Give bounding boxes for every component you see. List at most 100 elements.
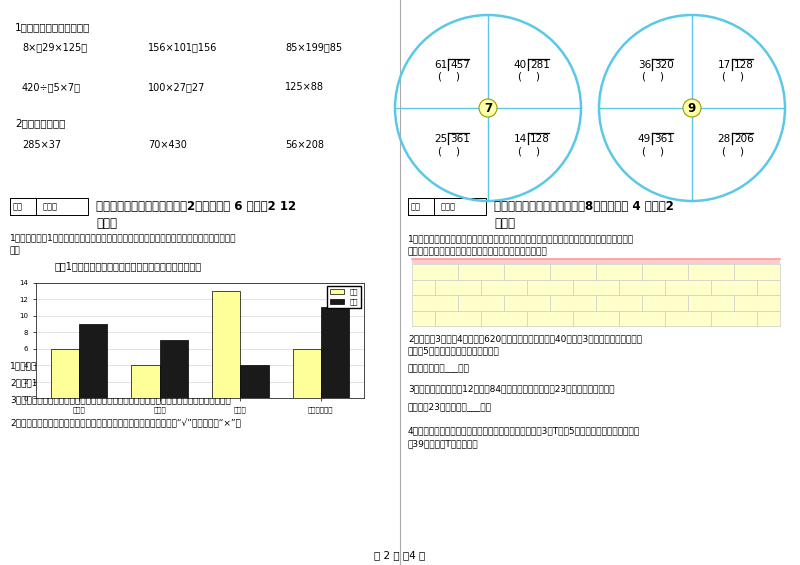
- Text: 49: 49: [638, 134, 651, 144]
- Text: 125×88: 125×88: [285, 82, 324, 92]
- Text: 六、应用知识，解决问题（共8小题，每题 4 分，关2: 六、应用知识，解决问题（共8小题，每题 4 分，关2: [494, 200, 674, 213]
- Bar: [412, 295, 458, 311]
- Text: 3、由图可以看出，哪项活动男、女生的人数相差最多？哪项活动男、女生的人数相差最少？: 3、由图可以看出，哪项活动男、女生的人数相差最多？哪项活动男、女生的人数相差最少…: [10, 395, 230, 404]
- Bar: [734, 264, 780, 280]
- Text: 420÷（5×7）: 420÷（5×7）: [22, 82, 81, 92]
- Bar: [688, 264, 734, 280]
- Bar: [79, 324, 107, 398]
- Text: 8×（29×125）: 8×（29×125）: [22, 42, 87, 52]
- Text: 361: 361: [654, 134, 674, 144]
- Text: 17: 17: [718, 60, 731, 70]
- Text: 457: 457: [450, 60, 470, 70]
- Text: 25: 25: [434, 134, 447, 144]
- Text: 1、建筑工人在砂墙时会在墙的两头分别固定两枚钉子，然后在钉子之间拉一条绳子，做出一条: 1、建筑工人在砂墙时会在墙的两头分别固定两枚钉子，然后在钉子之间拉一条绳子，做出…: [408, 234, 634, 243]
- Text: (: (: [641, 146, 645, 156]
- Bar: [481, 311, 527, 326]
- Bar: [757, 280, 780, 295]
- Text: (: (: [517, 146, 521, 156]
- Text: 14: 14: [514, 134, 527, 144]
- Text: 70×430: 70×430: [148, 140, 187, 150]
- Text: 7: 7: [484, 102, 492, 115]
- Circle shape: [683, 99, 701, 117]
- Text: 320: 320: [654, 60, 674, 70]
- Text: 1、用你喜欢的方法计算。: 1、用你喜欢的方法计算。: [15, 22, 90, 32]
- Text: 2、四（1）班共有多少人？: 2、四（1）班共有多少人？: [10, 378, 81, 387]
- Text: (: (: [437, 146, 441, 156]
- Text: 281: 281: [530, 60, 550, 70]
- Text: 100×27－27: 100×27－27: [148, 82, 206, 92]
- Bar: [435, 280, 481, 295]
- Text: ): ): [455, 72, 459, 82]
- Circle shape: [479, 99, 497, 117]
- Text: ): ): [739, 72, 743, 82]
- Bar: [527, 280, 573, 295]
- Text: 1、下面是四（1）班同学从下午放学后到晚饭前的活动情况统计图，根据统计图回答下面的问: 1、下面是四（1）班同学从下午放学后到晚饭前的活动情况统计图，根据统计图回答下面…: [10, 233, 237, 242]
- Bar: [212, 291, 240, 398]
- Bar: [458, 295, 504, 311]
- Text: 题。: 题。: [10, 246, 21, 255]
- Text: 28: 28: [718, 134, 731, 144]
- Text: 128: 128: [734, 60, 754, 70]
- Text: 五、认真思考，综合能力（共2小题，每题 6 分，共2 12: 五、认真思考，综合能力（共2小题，每题 6 分，共2 12: [96, 200, 296, 213]
- Text: 得分: 得分: [411, 202, 421, 211]
- Text: 9: 9: [688, 102, 696, 115]
- Bar: [458, 264, 504, 280]
- Bar: [757, 311, 780, 326]
- Text: 答：小东23天一共能看___页。: 答：小东23天一共能看___页。: [408, 402, 492, 411]
- Text: 56×208: 56×208: [285, 140, 324, 150]
- Bar: [481, 280, 527, 295]
- Bar: [412, 264, 458, 280]
- Text: ): ): [739, 146, 743, 156]
- Bar: [711, 311, 757, 326]
- Text: (: (: [517, 72, 521, 82]
- Bar: [734, 295, 780, 311]
- Bar: [412, 280, 435, 295]
- Bar: [408, 198, 486, 215]
- Text: ): ): [455, 146, 459, 156]
- Bar: [321, 307, 349, 398]
- Text: 61: 61: [434, 60, 447, 70]
- Text: 36: 36: [638, 60, 651, 70]
- Text: 285×37: 285×37: [22, 140, 61, 150]
- Bar: [596, 295, 642, 311]
- Text: 分）。: 分）。: [494, 217, 515, 230]
- Text: 袃39元，每件T恤多少元？: 袃39元，每件T恤多少元？: [408, 439, 478, 448]
- Text: 3、小东看一本故事书12天看硈84页，照这样计算，小东23天一共能看多少页？: 3、小东看一本故事书12天看硈84页，照这样计算，小东23天一共能看多少页？: [408, 384, 614, 393]
- Text: 206: 206: [734, 134, 754, 144]
- Text: 2、下面大圆里每个算式的商是否与小圆里的相同？相同的在括号内画“√”，不同的画“×”。: 2、下面大圆里每个算式的商是否与小圆里的相同？相同的在括号内画“√”，不同的画“…: [10, 419, 241, 428]
- Bar: [10, 198, 88, 215]
- Text: 得分: 得分: [13, 202, 23, 211]
- Bar: [665, 311, 711, 326]
- Text: (: (: [721, 72, 725, 82]
- Text: ): ): [535, 146, 539, 156]
- Text: (: (: [721, 146, 725, 156]
- Text: 评卷人: 评卷人: [43, 202, 58, 211]
- Bar: [412, 259, 780, 264]
- Bar: [293, 349, 321, 398]
- Bar: [573, 311, 619, 326]
- Text: 4、六一儿童节，王老师为小朋友购买演出用的服装，却3件T恤和5件短裤的錢同样多，每件短: 4、六一儿童节，王老师为小朋友购买演出用的服装，却3件T恤和5件短裤的錢同样多，…: [408, 426, 640, 435]
- Bar: [665, 280, 711, 295]
- Text: 四（1）班同学从下午放学后到晚饭前的活动情况统计图: 四（1）班同学从下午放学后到晚饭前的活动情况统计图: [55, 261, 202, 271]
- Text: 361: 361: [450, 134, 470, 144]
- Bar: [160, 340, 188, 398]
- Text: 2、某小学3年级和4年级要给620棵树浇水，年级每天浇40棵，浇3天年级剩下的由四年级: 2、某小学3年级和4年级要给620棵树浇水，年级每天浇40棵，浇3天年级剩下的由…: [408, 334, 642, 343]
- Bar: [573, 280, 619, 295]
- Text: ): ): [535, 72, 539, 82]
- Bar: [412, 311, 435, 326]
- Text: ): ): [659, 146, 663, 156]
- Bar: [642, 264, 688, 280]
- Bar: [10, 198, 36, 215]
- Text: ): ): [659, 72, 663, 82]
- Bar: [408, 198, 434, 215]
- Text: 156×101－156: 156×101－156: [148, 42, 218, 52]
- Text: 分）。: 分）。: [96, 217, 117, 230]
- Bar: [550, 295, 596, 311]
- Bar: [642, 295, 688, 311]
- Bar: [504, 295, 550, 311]
- Text: 40: 40: [514, 60, 527, 70]
- Bar: [131, 365, 160, 398]
- Bar: [527, 311, 573, 326]
- Bar: [240, 365, 269, 398]
- Bar: [711, 280, 757, 295]
